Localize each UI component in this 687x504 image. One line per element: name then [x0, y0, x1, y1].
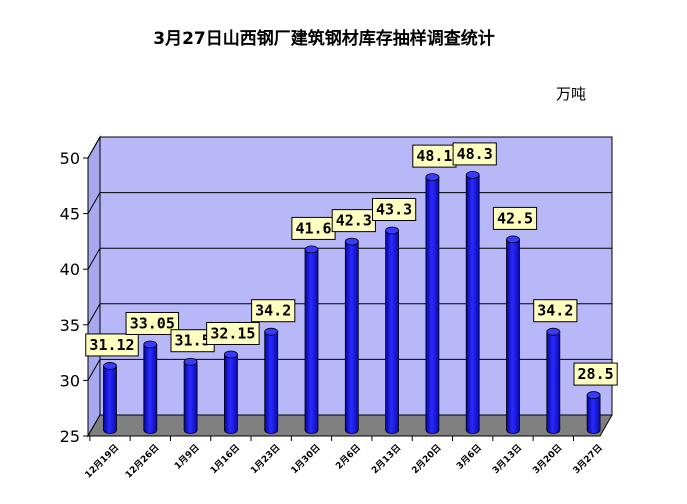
x-tick-label: 3月20日: [531, 442, 565, 476]
x-tick-label: 12月26日: [123, 442, 161, 480]
data-label-box: [372, 198, 417, 222]
data-label: 28.5: [578, 365, 614, 383]
bar-top: [546, 327, 561, 336]
bar-top: [223, 350, 238, 359]
bar: [546, 331, 561, 434]
x-tick-label: 12月19日: [83, 442, 121, 480]
bar: [385, 230, 399, 434]
bar: [506, 239, 520, 434]
bar-top: [344, 237, 359, 246]
y-tick-label: 45: [60, 205, 80, 224]
x-tick-label: 1月30日: [289, 442, 323, 476]
bar-top: [586, 391, 601, 399]
bar-top: [465, 171, 480, 179]
bar-top: [103, 362, 117, 370]
data-label-box: [492, 206, 538, 230]
data-label-box: [125, 311, 180, 335]
bar-top: [385, 226, 400, 235]
bar: [425, 176, 440, 434]
chart-title: 3月27日山西钢厂建筑钢材库存抽样调查统计: [153, 28, 495, 49]
data-label: 41.6: [295, 219, 331, 237]
y-tick-label: 30: [60, 371, 80, 390]
x-tick-label: 3月6日: [454, 442, 483, 471]
gridline: [87, 303, 612, 326]
data-label: 33.05: [130, 314, 175, 332]
bar: [304, 249, 319, 434]
x-tick-label: 1月23日: [249, 442, 283, 476]
bar: [344, 241, 359, 434]
y-tick-label: 35: [60, 316, 80, 335]
x-tick-label: 1月16日: [208, 442, 242, 476]
bar-top: [183, 357, 198, 366]
x-tick-label: 2月6日: [334, 442, 363, 471]
data-label-box: [251, 299, 296, 323]
x-tick-label: 2月13日: [369, 442, 403, 476]
x-tick-label: 3月13日: [490, 442, 524, 476]
x-tick-label: 1月9日: [172, 442, 201, 471]
data-label-box: [533, 299, 578, 323]
data-label: 34.2: [255, 302, 291, 320]
data-label: 34.2: [537, 302, 573, 320]
bar: [183, 361, 198, 434]
data-label: 42.5: [497, 209, 533, 227]
gridline: [87, 136, 612, 159]
bar: [143, 344, 158, 434]
y-tick-label: 50: [60, 149, 80, 168]
data-label-box: [573, 362, 618, 386]
gridline: [87, 192, 612, 214]
bar: [465, 174, 480, 434]
x-tick-label: 3月27日: [571, 442, 605, 476]
data-label: 48.1: [416, 147, 452, 165]
side-wall: [87, 135, 101, 438]
data-label: 48.3: [457, 145, 493, 163]
y-tick-label: 25: [60, 427, 80, 446]
bar: [103, 365, 117, 434]
data-label: 31.12: [89, 336, 134, 354]
data-label: 42.3: [336, 212, 372, 230]
plot-area: 25 30 35 40 45 50 12月19日 31.12 12月26日 33.05 1月9日 31…: [60, 135, 618, 481]
bar-top: [425, 173, 440, 182]
bar: [224, 354, 238, 434]
gridline: [87, 358, 612, 381]
bar-top: [304, 245, 319, 254]
x-tick-label: 2月20日: [410, 442, 444, 476]
data-label: 43.3: [376, 201, 412, 219]
data-label-box: [85, 333, 139, 357]
unit-label: 万吨: [556, 85, 586, 103]
bar: [264, 331, 279, 434]
bar-top: [143, 340, 158, 349]
data-label-box: [452, 142, 497, 166]
bar: [586, 394, 601, 434]
data-label-box: [206, 321, 260, 345]
y-tick-label: 40: [60, 260, 80, 279]
data-label: 31.5: [175, 332, 211, 350]
gridline: [87, 247, 612, 270]
bar-top: [506, 235, 520, 244]
data-label: 32.15: [210, 324, 255, 342]
bar-top: [264, 327, 279, 336]
